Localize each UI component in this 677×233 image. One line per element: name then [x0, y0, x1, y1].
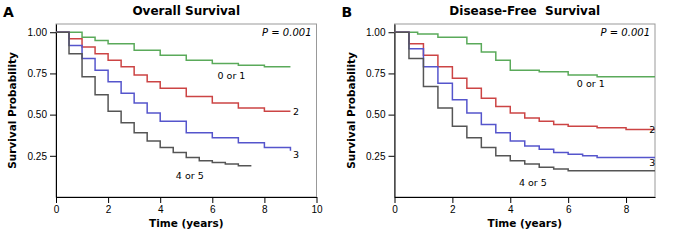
x-tick: 2	[450, 197, 456, 215]
x-tick-label: 0	[54, 204, 60, 215]
survival-curve	[395, 32, 656, 157]
y-tick-mark	[50, 115, 56, 116]
survival-curve	[395, 32, 656, 129]
y-tick-label: 1.00	[28, 27, 48, 38]
panel-label: A	[3, 4, 14, 20]
y-tick: 0.75	[28, 68, 56, 79]
curve-label: 0 or 1	[577, 78, 605, 89]
survival-curve	[56, 32, 290, 151]
plot-area	[56, 32, 290, 165]
y-tick-label: 0.75	[28, 68, 48, 79]
x-tick-label: 4	[158, 204, 164, 215]
curve-label: 0 or 1	[218, 70, 246, 81]
y-axis: 0.25 0.50 0.75 1.00	[366, 25, 395, 198]
panel: 0 2 4 6 8 10 0.25 0.50 0.75 1.00 P = 0.001 0 or 1 2 3…	[3, 4, 323, 229]
title: Disease-Free Survival	[449, 4, 600, 18]
x-tick-mark	[452, 197, 453, 203]
y-tick-label: 0.50	[28, 109, 48, 120]
x-tick-label: 10	[311, 204, 323, 215]
survival-curve	[56, 32, 251, 165]
y-tick: 0.50	[28, 109, 56, 120]
x-tick: 6	[566, 197, 572, 215]
y-tick-label: 1.00	[366, 27, 386, 38]
y-tick: 0.75	[366, 68, 394, 79]
x-axis-title: Time (years)	[487, 217, 562, 229]
title: Overall Survival	[132, 4, 240, 18]
survival-curve	[56, 32, 290, 67]
y-tick-label: 0.25	[28, 151, 48, 162]
x-tick-mark	[264, 197, 265, 203]
x-tick-label: 0	[392, 204, 398, 215]
x-tick-label: 8	[262, 204, 268, 215]
x-tick-label: 2	[106, 204, 112, 215]
p-value: P = 0.001	[262, 27, 311, 38]
curve-label: 2	[293, 106, 299, 117]
x-tick: 0	[54, 197, 60, 215]
x-tick: 8	[624, 197, 630, 215]
y-tick-mark	[389, 115, 395, 116]
curve-label: 2	[649, 124, 655, 135]
panel-label: B	[342, 4, 353, 20]
y-tick: 0.25	[28, 151, 56, 162]
x-tick-mark	[395, 197, 396, 203]
x-axis: 0 2 4 6 8 10	[54, 197, 323, 215]
x-tick: 4	[508, 197, 514, 215]
x-tick: 10	[311, 197, 323, 215]
y-tick-label: 0.75	[366, 68, 386, 79]
x-tick-label: 2	[450, 204, 456, 215]
y-tick-mark	[50, 156, 56, 157]
curve-label: 3	[293, 149, 299, 160]
p-value: P = 0.001	[601, 27, 650, 38]
y-axis-title: Survival Probability	[345, 52, 357, 169]
x-tick-mark	[56, 197, 57, 203]
x-tick-mark	[108, 197, 109, 203]
x-tick: 8	[262, 197, 268, 215]
figure: 0 2 4 6 8 10 0.25 0.50 0.75 1.00 P = 0.001 0 or 1 2 3…	[0, 0, 677, 233]
y-tick: 0.50	[366, 109, 394, 120]
plot-frame	[56, 24, 317, 197]
y-axis-line	[395, 25, 396, 198]
x-tick: 2	[106, 197, 112, 215]
x-axis-title: Time (years)	[149, 217, 224, 229]
y-tick-mark	[389, 73, 395, 74]
x-tick-mark	[317, 197, 318, 203]
y-tick-mark	[389, 156, 395, 157]
x-tick: 4	[158, 197, 164, 215]
x-tick-label: 8	[624, 204, 630, 215]
y-tick-mark	[50, 32, 56, 33]
y-axis-title: Survival Probability	[6, 52, 18, 169]
x-axis-line	[57, 197, 318, 198]
panel: 0 2 4 6 8 0.25 0.50 0.75 1.00 P = 0.001 0 or 1 2 3 4 …	[342, 4, 656, 229]
curve-label: 3	[649, 157, 655, 168]
curve-label: 4 or 5	[519, 177, 547, 188]
x-tick-mark	[568, 197, 569, 203]
curve-label: 4 or 5	[176, 170, 204, 181]
x-axis-line	[395, 197, 656, 198]
y-tick-mark	[389, 32, 395, 33]
y-tick-label: 0.25	[366, 151, 386, 162]
plot-frame	[395, 24, 656, 197]
x-tick-label: 6	[210, 204, 216, 215]
survival-curve	[56, 32, 290, 111]
survival-curve	[395, 32, 656, 76]
survival-curve	[395, 32, 656, 170]
y-axis-line	[56, 25, 57, 198]
x-tick-mark	[212, 197, 213, 203]
x-axis: 0 2 4 6 8	[392, 197, 655, 215]
y-tick: 1.00	[366, 27, 394, 38]
y-tick-label: 0.50	[366, 109, 386, 120]
x-tick: 0	[392, 197, 398, 215]
x-tick-label: 6	[566, 204, 572, 215]
x-tick-mark	[626, 197, 627, 203]
x-tick-label: 4	[508, 204, 514, 215]
x-tick-mark	[160, 197, 161, 203]
y-tick: 1.00	[28, 27, 56, 38]
x-tick: 6	[210, 197, 216, 215]
y-axis: 0.25 0.50 0.75 1.00	[28, 25, 57, 198]
x-tick-mark	[510, 197, 511, 203]
plot-area	[395, 32, 656, 170]
y-tick: 0.25	[366, 151, 394, 162]
y-tick-mark	[50, 73, 56, 74]
